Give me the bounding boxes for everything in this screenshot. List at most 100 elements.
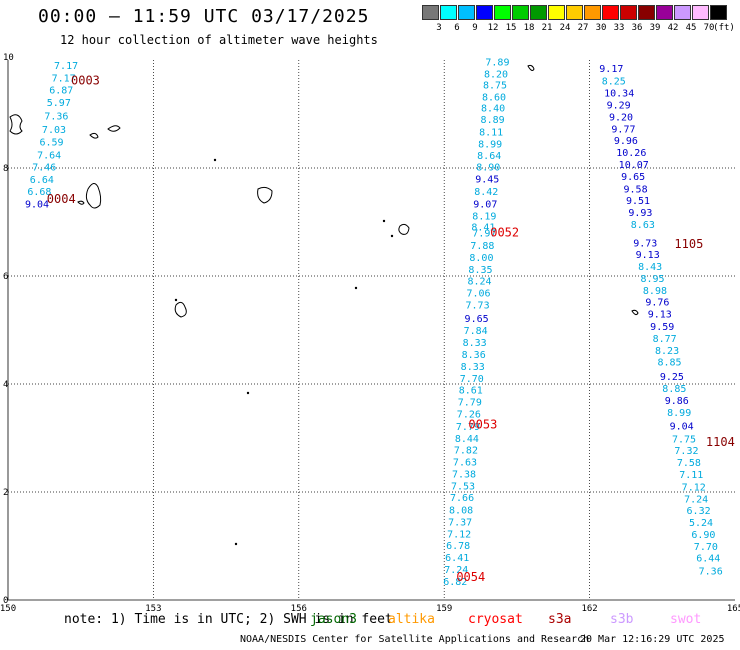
- wave-height-value: 8.19: [472, 211, 496, 222]
- island-dot: [213, 158, 217, 162]
- wave-height-value: 8.23: [655, 346, 679, 357]
- wave-height-value: 10.26: [616, 148, 646, 159]
- wave-height-value: 7.84: [464, 326, 488, 337]
- legend-swatch: [710, 5, 727, 20]
- satellite-cryosat: cryosat: [468, 612, 523, 627]
- wave-height-value: 6.82: [443, 577, 467, 588]
- island-dot: [234, 542, 238, 546]
- wave-height-value: 7.36: [44, 111, 68, 122]
- wave-height-value: 7.36: [699, 567, 723, 578]
- island-outline: [398, 223, 410, 235]
- legend-unit: (ft): [713, 23, 735, 33]
- island-outline: [85, 183, 102, 209]
- island-dot: [390, 234, 394, 238]
- y-tick-label: 8: [3, 164, 8, 174]
- legend-label: 27: [577, 23, 589, 33]
- wave-height-value: 8.95: [640, 274, 664, 285]
- wave-height-value: 7.97: [472, 229, 496, 240]
- wave-height-value: 10.07: [619, 160, 649, 171]
- legend-label: 45: [685, 23, 697, 33]
- wave-height-value: 9.51: [626, 196, 650, 207]
- y-tick-label: 4: [3, 380, 8, 390]
- wave-height-value: 7.64: [37, 150, 61, 161]
- legend-swatch: [422, 5, 439, 20]
- x-tick-label: 165: [727, 604, 740, 614]
- wave-height-value: 8.44: [455, 434, 479, 445]
- wave-height-value: 7.89: [485, 57, 509, 68]
- wave-height-value: 7.70: [460, 374, 484, 385]
- wave-height-value: 8.64: [477, 151, 501, 162]
- wave-height-value: 8.25: [602, 76, 626, 87]
- wave-height-value: 7.75: [672, 434, 696, 445]
- wave-height-value: 7.63: [453, 458, 477, 469]
- legend-swatch: [530, 5, 547, 20]
- wave-height-value: 8.11: [479, 128, 503, 139]
- wave-height-value: 9.59: [650, 322, 674, 333]
- pass-time-label: 0053: [468, 417, 497, 431]
- legend-swatch: [656, 5, 673, 20]
- wave-height-value: 8.43: [638, 262, 662, 273]
- satellite-swot: swot: [670, 612, 702, 627]
- wave-height-value: 5.97: [47, 98, 71, 109]
- wave-height-value: 9.13: [636, 250, 660, 261]
- wave-height-value: 9.77: [611, 124, 635, 135]
- x-tick-label: 153: [145, 604, 161, 614]
- legend-label: 21: [541, 23, 553, 33]
- wave-height-value: 6.68: [27, 187, 51, 198]
- wave-height-value: 8.41: [471, 223, 495, 234]
- wave-height-value: 7.37: [448, 517, 472, 528]
- wave-height-value: 7.46: [32, 163, 56, 174]
- wave-height-value: 9.76: [645, 298, 669, 309]
- wave-height-value: 8.35: [468, 265, 492, 276]
- wave-height-value: 7.24: [684, 494, 708, 505]
- update-timestamp: 20 Mar 12:16:29 UTC 2025: [580, 634, 725, 645]
- legend-label: 39: [649, 23, 661, 33]
- legend-swatch: [620, 5, 637, 20]
- pass-time-label: 1105: [674, 237, 703, 251]
- wave-height-value: 8.75: [483, 81, 507, 92]
- wave-height-value: 7.70: [694, 542, 718, 553]
- island-outline: [9, 114, 23, 135]
- wave-height-value: 7.32: [674, 446, 698, 457]
- x-tick-label: 156: [291, 604, 307, 614]
- island-outline: [631, 309, 639, 316]
- wave-height-value: 8.24: [467, 277, 491, 288]
- pass-time-label: 0052: [490, 226, 519, 240]
- x-tick-label: 150: [0, 604, 16, 614]
- wave-height-value: 7.12: [447, 529, 471, 540]
- x-tick-label: 162: [581, 604, 597, 614]
- legend-swatch: [494, 5, 511, 20]
- pass-time-label: 1104: [706, 435, 735, 449]
- legend-swatch: [692, 5, 709, 20]
- legend-label: 15: [505, 23, 517, 33]
- wave-height-value: 8.77: [653, 334, 677, 345]
- wave-height-value: 8.85: [657, 358, 681, 369]
- island-dot: [174, 298, 178, 302]
- wave-height-value: 7.11: [679, 470, 703, 481]
- legend-label: 30: [595, 23, 607, 33]
- island-outline: [257, 186, 273, 204]
- wave-height-value: 9.04: [670, 421, 694, 432]
- wave-height-value: 8.61: [459, 386, 483, 397]
- wave-height-value: 7.38: [452, 469, 476, 480]
- island-dot: [354, 286, 358, 290]
- wave-height-value: 7.03: [42, 125, 66, 136]
- island-outline: [527, 64, 535, 71]
- wave-height-value: 7.88: [470, 241, 494, 252]
- legend-swatch: [458, 5, 475, 20]
- wave-height-value: 9.65: [465, 314, 489, 325]
- wave-height-value: 7.73: [466, 300, 490, 311]
- legend-label: 24: [559, 23, 571, 33]
- island-dot: [382, 219, 386, 223]
- wave-height-value: 9.13: [648, 310, 672, 321]
- legend-label: 42: [667, 23, 679, 33]
- legend-label: 18: [523, 23, 535, 33]
- satellite-s3a: s3a: [548, 612, 572, 627]
- wave-height-value: 10.34: [604, 89, 634, 100]
- satellite-jason3: jason3: [310, 612, 357, 627]
- chart-title: 00:00 — 11:59 UTC 03/17/2025: [38, 6, 370, 27]
- wave-height-value: 6.59: [40, 137, 64, 148]
- legend-swatch: [674, 5, 691, 20]
- island-outline: [174, 301, 187, 318]
